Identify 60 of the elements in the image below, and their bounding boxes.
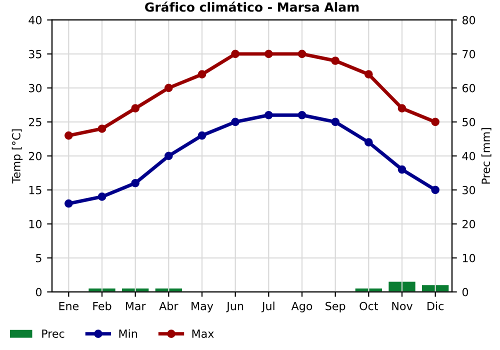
y-tick-label: 20 <box>28 152 42 160</box>
x-tick-label: Mar <box>126 302 146 310</box>
y-tick-label: 5 <box>36 254 42 262</box>
y2-tick-label: 20 <box>462 220 476 228</box>
y2-axis-title: Prec [mm] <box>481 128 492 184</box>
point <box>64 199 73 208</box>
legend-label: Min <box>119 329 137 338</box>
point <box>264 110 273 120</box>
point <box>198 70 206 79</box>
point <box>364 70 373 79</box>
y-tick-label: 25 <box>28 118 42 126</box>
point <box>198 131 206 140</box>
x-tick-label: Ago <box>291 302 312 312</box>
point <box>331 118 340 126</box>
y2-tick-label: 40 <box>462 152 476 160</box>
y2-tick-label: 10 <box>462 254 476 262</box>
point <box>231 50 240 58</box>
x-tick-label: Feb <box>93 302 112 310</box>
point <box>98 192 106 201</box>
x-tick-label: Oct <box>360 302 378 310</box>
point <box>298 110 306 120</box>
x-tick-label: May <box>192 302 214 312</box>
point <box>164 84 173 92</box>
point <box>398 104 406 112</box>
point <box>431 118 440 126</box>
x-tick-label: Jun <box>226 302 244 312</box>
chart-title: Gráfico climático - Marsa Alam <box>145 2 359 12</box>
x-tick-label: Nov <box>392 302 413 310</box>
legend-label: Max <box>192 330 214 338</box>
x-tick-label: Abr <box>159 302 178 310</box>
point <box>331 56 340 65</box>
y-tick-label: 35 <box>28 50 42 58</box>
y-tick-label: 0 <box>36 288 42 296</box>
point <box>131 178 140 188</box>
point <box>98 124 106 133</box>
y2-tick-label: 80 <box>462 16 476 24</box>
y-tick-label: 30 <box>28 84 42 92</box>
point <box>164 152 173 160</box>
y2-tick-label: 50 <box>462 118 476 126</box>
y-tick-label: 15 <box>29 186 42 194</box>
point <box>298 50 306 58</box>
y-tick-label: 10 <box>29 220 42 228</box>
y2-tick-label: 0 <box>462 288 468 296</box>
point <box>364 138 373 146</box>
x-tick-label: Dic <box>428 302 444 310</box>
point <box>231 118 240 126</box>
x-tick-label: Ene <box>59 302 79 310</box>
y-tick-label: 40 <box>28 16 42 24</box>
y2-tick-label: 30 <box>462 186 476 194</box>
point <box>431 186 440 194</box>
point <box>398 165 406 174</box>
point <box>264 50 273 58</box>
point <box>131 104 140 112</box>
y2-tick-label: 60 <box>462 84 476 92</box>
x-tick-label: Sep <box>326 302 346 312</box>
y-axis-title: Temp [°C] <box>12 129 23 184</box>
y2-tick-label: 70 <box>462 50 476 58</box>
point <box>64 131 73 140</box>
x-tick-label: Jul <box>261 302 274 312</box>
legend-label: Prec <box>42 330 64 338</box>
